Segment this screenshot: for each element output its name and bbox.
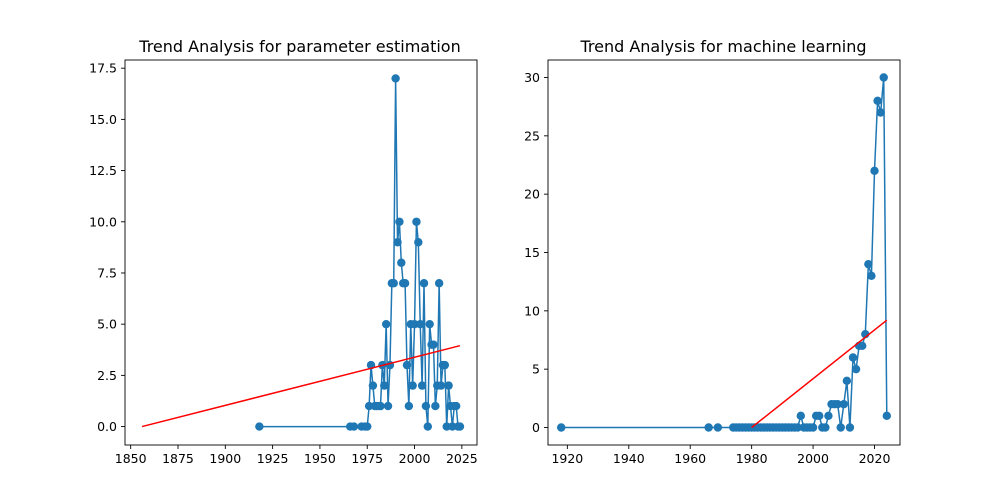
data-point: [419, 279, 429, 288]
chart-title: Trend Analysis for parameter estimation: [138, 37, 460, 56]
data-point: [824, 411, 833, 421]
x-tick-label: 1900: [209, 451, 241, 466]
data-point: [808, 423, 818, 432]
data-point: [557, 423, 566, 432]
data-point: [793, 423, 802, 432]
data-point: [848, 353, 858, 362]
data-point: [391, 74, 400, 83]
data-point: [858, 341, 867, 351]
data-point: [436, 381, 446, 390]
data-point: [380, 381, 389, 390]
data-point: [845, 423, 855, 432]
data-point: [873, 96, 882, 106]
data-point: [389, 279, 398, 288]
x-tick-label: 1960: [674, 451, 706, 466]
data-point: [842, 376, 852, 386]
data-point: [434, 279, 444, 288]
x-tick-label: 2020: [859, 451, 891, 466]
data-point: [440, 360, 450, 370]
data-point: [417, 381, 427, 390]
x-tick-label: 1950: [304, 451, 336, 466]
data-point: [383, 401, 393, 411]
data-point: [421, 401, 431, 411]
x-tick-label: 1920: [551, 451, 583, 466]
data-point: [796, 411, 805, 421]
data-point: [429, 340, 438, 349]
y-tick-label: 12.5: [89, 163, 117, 178]
x-tick-label: 2000: [797, 451, 829, 466]
y-tick-label: 15: [524, 245, 540, 260]
data-point: [851, 364, 861, 374]
data-point: [395, 217, 404, 226]
data-point: [255, 422, 264, 431]
y-tick-label: 5.0: [97, 317, 117, 332]
data-point: [381, 319, 391, 329]
data-point: [451, 401, 461, 411]
y-tick-label: 0: [532, 420, 540, 435]
data-point: [412, 217, 421, 226]
y-tick-label: 2.5: [97, 368, 117, 383]
data-point: [876, 108, 885, 117]
data-point: [397, 258, 406, 267]
data-point: [833, 399, 842, 409]
x-tick-label: 1940: [613, 451, 645, 466]
y-tick-label: 30: [524, 70, 540, 85]
x-tick-label: 2000: [399, 451, 431, 466]
data-point: [393, 238, 402, 247]
data-point: [376, 401, 385, 411]
y-tick-label: 20: [524, 187, 540, 202]
data-point: [444, 381, 453, 390]
x-tick-label: 1925: [257, 451, 289, 466]
y-tick-label: 17.5: [89, 61, 117, 76]
data-point: [363, 422, 372, 431]
data-point: [864, 259, 873, 269]
data-point: [821, 423, 830, 432]
trend-line: [141, 344, 461, 428]
data-point: [815, 411, 824, 421]
data-point: [431, 401, 440, 411]
data-point: [882, 411, 891, 421]
chart-title: Trend Analysis for machine learning: [579, 37, 866, 56]
data-point: [404, 401, 414, 411]
chart-parameter-estimation: Trend Analysis for parameter estimation …: [89, 37, 478, 466]
y-tick-label: 15.0: [89, 112, 117, 127]
chart-machine-learning: Trend Analysis for machine learning 1920…: [524, 37, 901, 466]
y-tick-label: 0.0: [97, 419, 117, 434]
data-point: [414, 238, 423, 247]
data-point: [867, 271, 876, 281]
x-tick-label: 1850: [115, 451, 147, 466]
y-tick-label: 5: [532, 362, 540, 377]
data-point: [836, 423, 845, 432]
data-point: [408, 381, 417, 390]
x-tick-label: 1980: [736, 451, 768, 466]
data-point: [870, 166, 879, 176]
data-point: [349, 422, 359, 431]
x-tick-label: 1875: [162, 451, 194, 466]
y-tick-label: 10: [524, 303, 540, 318]
data-point: [368, 381, 378, 390]
data-point: [713, 423, 723, 432]
data-point: [879, 73, 888, 82]
trend-line: [751, 319, 888, 429]
data-point: [400, 279, 410, 288]
data-point: [425, 319, 434, 329]
y-tick-label: 7.5: [97, 265, 117, 280]
data-point: [402, 360, 412, 370]
data-point: [423, 422, 432, 431]
y-tick-label: 10.0: [89, 214, 117, 229]
axes-frame: [124, 59, 478, 446]
x-tick-label: 1975: [351, 451, 383, 466]
data-point: [416, 319, 425, 329]
data-point: [455, 422, 465, 431]
data-point: [704, 423, 713, 432]
x-tick-label: 2025: [446, 451, 478, 466]
data-point: [839, 399, 848, 409]
y-tick-label: 25: [524, 128, 540, 143]
